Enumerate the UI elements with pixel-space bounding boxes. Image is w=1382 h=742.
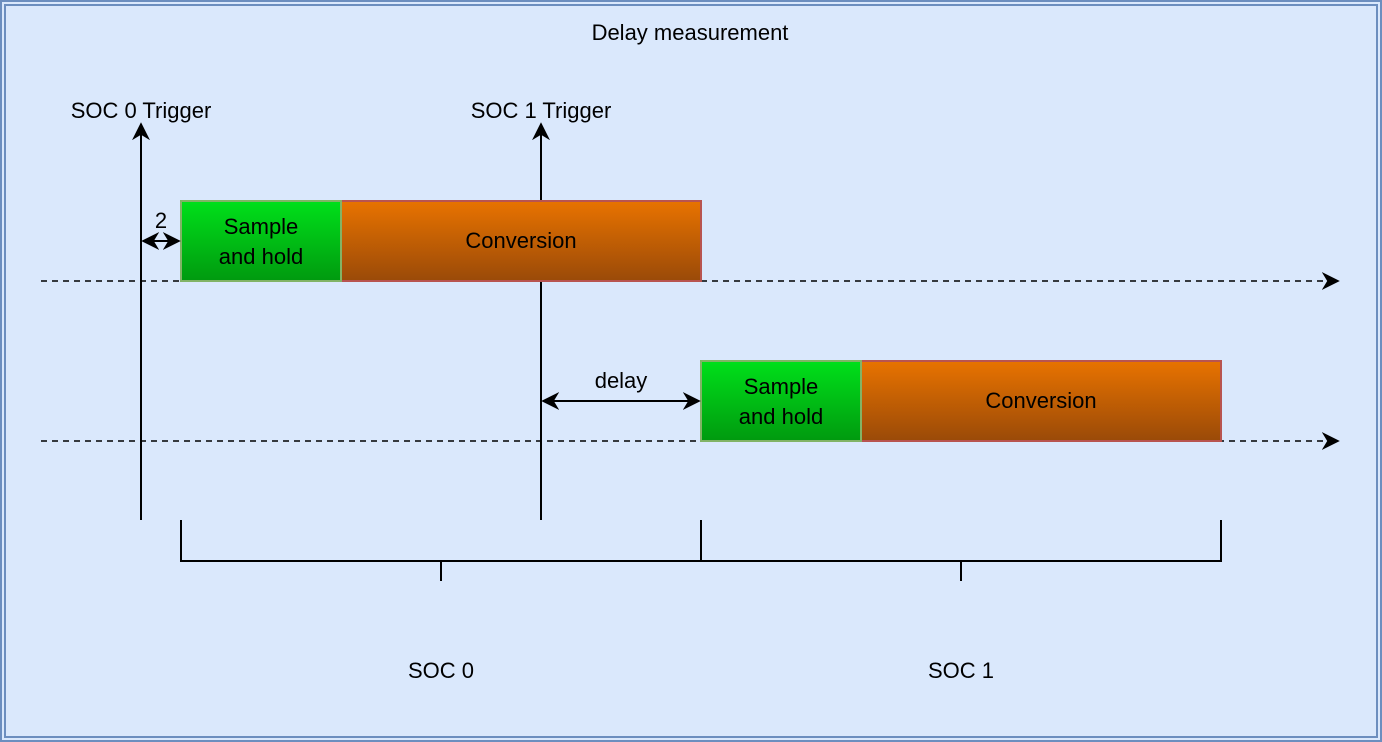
soc0-trigger-label: SOC 0 Trigger (71, 98, 212, 123)
soc0-conversion-box (340, 200, 702, 282)
soc0-sample-hold-label-line2: and hold (219, 244, 303, 269)
soc0-conversion-label: Conversion (465, 228, 576, 253)
soc1-trigger-label: SOC 1 Trigger (471, 98, 612, 123)
soc0-bracket (180, 520, 702, 581)
soc1-conversion-label: Conversion (985, 388, 1096, 413)
soc0-sample-hold-box (180, 200, 342, 282)
diagram-inner-border (4, 4, 1378, 738)
soc1-bracket-label: SOC 1 (928, 658, 994, 683)
gap-label: 2 (155, 208, 167, 233)
soc0-sample-hold-label-line1: Sample (224, 214, 299, 239)
diagram-title: Delay measurement (592, 20, 789, 45)
soc1-conversion-box (860, 360, 1222, 442)
delay-label: delay (595, 368, 648, 393)
soc1-sample-hold-box (700, 360, 862, 442)
soc1-sample-hold-label-line2: and hold (739, 404, 823, 429)
soc0-bracket-label: SOC 0 (408, 658, 474, 683)
soc1-bracket (701, 520, 1222, 581)
soc1-sample-hold-label-line1: Sample (744, 374, 819, 399)
